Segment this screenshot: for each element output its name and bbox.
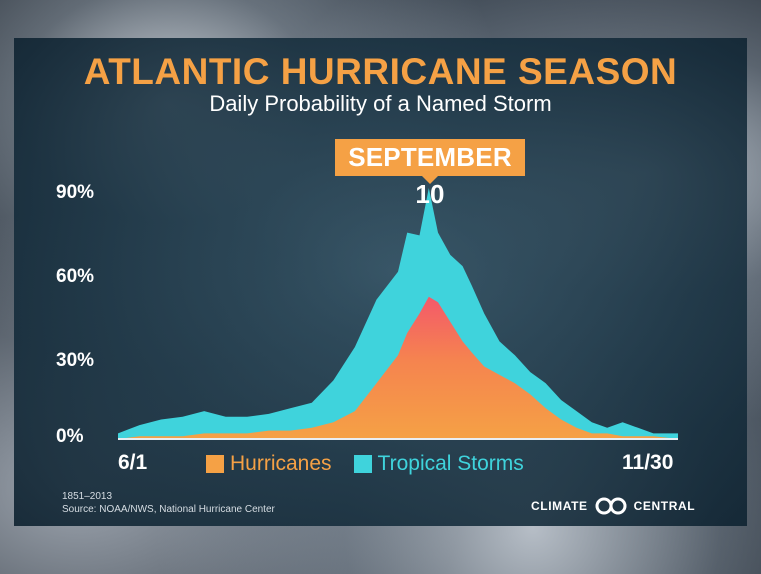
legend-swatch-tropical-storms [353,455,372,473]
source-years: 1851–2013 [62,491,113,502]
legend-swatch-hurricanes [206,455,224,473]
y-tick-label: 60% [56,266,95,287]
series-area-hurricanes [118,296,678,439]
chart-subtitle: Daily Probability of a Named Storm [209,91,552,116]
peak-callout-pointer [422,176,438,184]
peak-callout: SEPTEMBER 10 [335,139,525,209]
brand-right: CENTRAL [633,499,696,513]
chart-title: ATLANTIC HURRICANE SEASON [83,51,678,92]
legend-label-hurricanes: Hurricanes [230,452,332,475]
source-text: Source: NOAA/NWS, National Hurricane Cen… [62,504,275,515]
y-tick-label: 0% [56,426,84,447]
rings-icon [595,497,627,515]
legend-label-tropical-storms: Tropical Storms [377,452,524,475]
x-tick-label-start: 6/1 [118,451,148,474]
x-tick-label-end: 11/30 [622,451,674,474]
chart-legend: Hurricanes Tropical Storms [206,452,546,476]
climate-central-logo: CLIMATE CENTRAL [531,497,695,515]
y-tick-label: 90% [56,182,95,203]
chart-panel [14,38,747,526]
source-note: 1851–2013 Source: NOAA/NWS, National Hur… [62,490,275,516]
series-area-tropical-storms [118,188,678,439]
y-tick-label: 30% [56,350,95,371]
brand-left: CLIMATE [531,499,588,513]
